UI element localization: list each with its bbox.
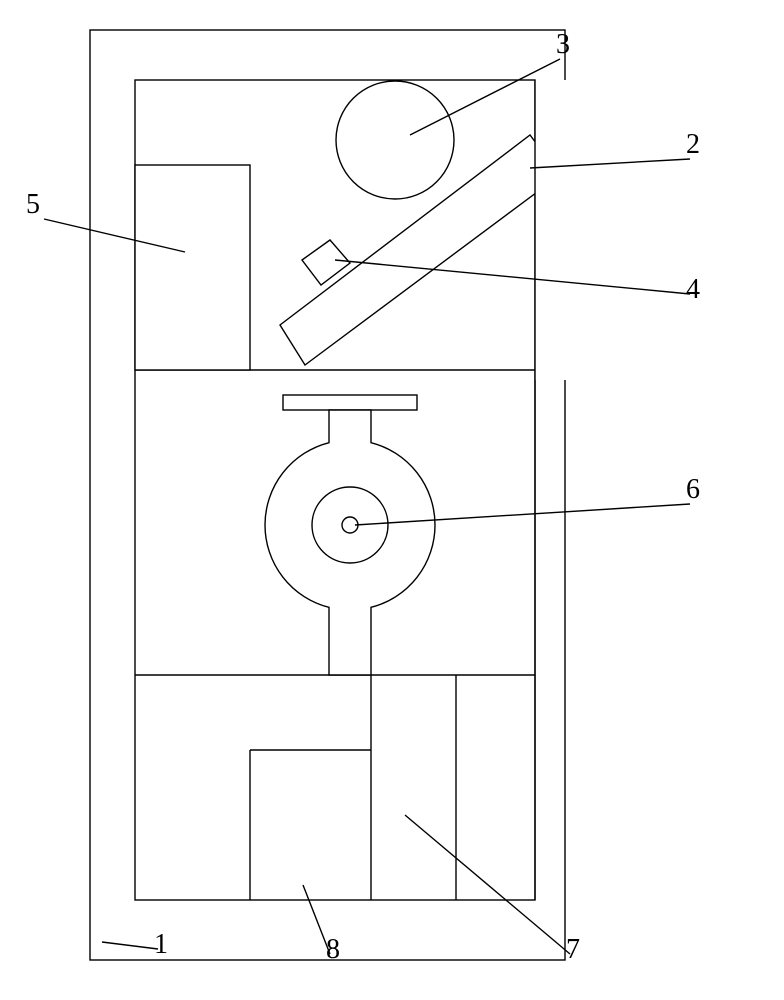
upper-left-box bbox=[135, 165, 250, 370]
leader-l1 bbox=[102, 942, 158, 949]
label-l4: 4 bbox=[686, 274, 700, 306]
pump-flange bbox=[283, 395, 417, 410]
label-l5: 5 bbox=[26, 189, 40, 221]
label-l6: 6 bbox=[686, 474, 700, 506]
leader-l7 bbox=[405, 815, 570, 954]
label-l3: 3 bbox=[556, 29, 570, 61]
label-l7: 7 bbox=[566, 934, 580, 966]
label-l2: 2 bbox=[686, 129, 700, 161]
diagram-container: 1 2 3 4 5 6 7 8 bbox=[0, 0, 784, 1000]
label-l1: 1 bbox=[154, 929, 168, 961]
label-l8: 8 bbox=[326, 934, 340, 966]
diagram-svg bbox=[0, 0, 784, 1000]
pump-body bbox=[265, 410, 435, 675]
top-circle bbox=[336, 81, 454, 199]
